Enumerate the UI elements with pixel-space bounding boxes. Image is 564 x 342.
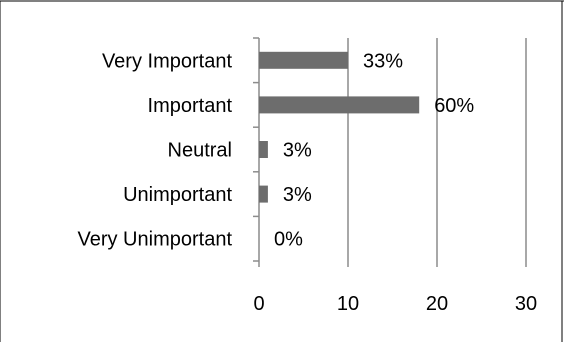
- category-label: Important: [148, 95, 233, 117]
- data-label: 3%: [283, 140, 312, 162]
- x-tick-label: 0: [253, 293, 264, 315]
- x-tick-label: 30: [515, 293, 537, 315]
- x-tick-label: 10: [337, 293, 359, 315]
- bar: [259, 51, 348, 69]
- category-label: Neutral: [168, 140, 232, 162]
- category-label: Very Unimportant: [77, 229, 232, 251]
- bar: [259, 185, 268, 203]
- bar: [259, 141, 268, 158]
- data-label: 33%: [363, 50, 403, 72]
- category-label: Unimportant: [123, 184, 232, 206]
- data-label: 3%: [283, 184, 312, 206]
- category-label: Very Important: [102, 50, 233, 72]
- data-label: 0%: [274, 229, 303, 251]
- data-label: 60%: [434, 95, 474, 117]
- bar: [259, 96, 420, 114]
- x-tick-label: 20: [426, 293, 448, 315]
